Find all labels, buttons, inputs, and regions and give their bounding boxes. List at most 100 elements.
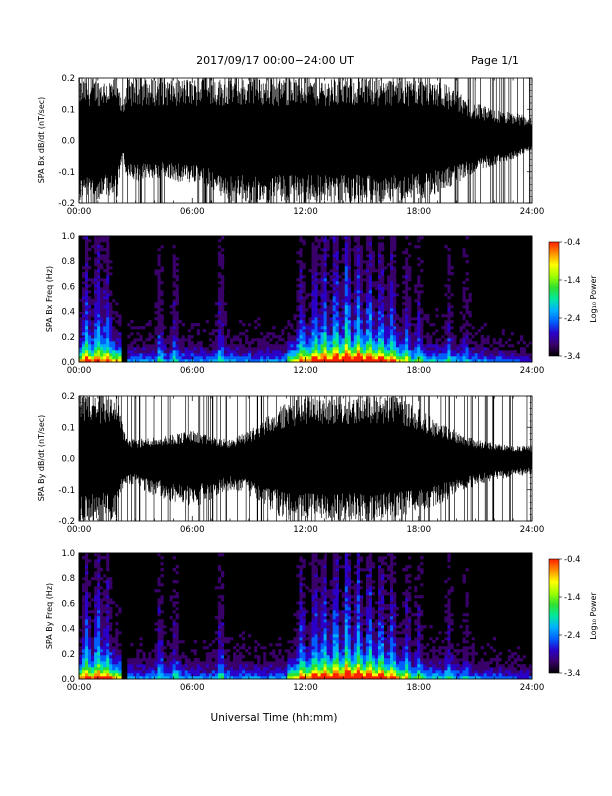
spectrogram-cell: [411, 326, 414, 329]
spectrogram-cell: [94, 577, 97, 580]
spectrogram-cell: [490, 344, 493, 347]
spectrogram-cell: [511, 287, 514, 290]
spectrogram-cell: [457, 347, 460, 350]
spectrogram-cell: [269, 344, 272, 347]
spectrogram-cell: [158, 353, 161, 356]
spectrogram-cell: [151, 344, 154, 347]
spectrogram-cell: [85, 296, 88, 299]
spectrogram-cell: [85, 353, 88, 356]
spectrogram-cell: [118, 275, 121, 278]
spectrogram-cell: [115, 350, 118, 353]
spectrogram-cell: [432, 308, 435, 311]
spectrogram-cell: [360, 296, 363, 299]
spectrogram-cell: [324, 269, 327, 272]
spectrogram-cell: [333, 284, 336, 287]
spectrogram-cell: [408, 344, 411, 347]
spectrogram-cell: [414, 353, 417, 356]
spectrogram-cell: [402, 305, 405, 308]
spectrogram-cell: [161, 314, 164, 317]
spectrogram-cell: [363, 269, 366, 272]
spectrogram-cell: [79, 640, 82, 643]
spectrogram-cell: [227, 335, 230, 338]
spectrogram-cell: [112, 655, 115, 658]
spectrogram-cell: [435, 347, 438, 350]
spectrogram-cell: [115, 655, 118, 658]
spectrogram-cell: [158, 637, 161, 640]
spectrogram-cell: [375, 284, 378, 287]
spectrogram-cell: [148, 661, 151, 664]
spectrogram-cell: [306, 269, 309, 272]
spectrogram-cell: [309, 254, 312, 257]
spectrogram-cell: [460, 335, 463, 338]
spectrogram-cell: [203, 287, 206, 290]
spectrogram-cell: [438, 326, 441, 329]
spectrogram-cell: [381, 266, 384, 269]
spectrogram-cell: [360, 326, 363, 329]
spectrogram-cell: [321, 350, 324, 353]
spectrogram-cell: [82, 248, 85, 251]
spectrogram-cell: [151, 356, 154, 359]
spectrogram-cell: [179, 338, 182, 341]
spectrogram-cell: [463, 350, 466, 353]
spectrogram-cell: [315, 281, 318, 284]
spectrogram-cell: [155, 311, 158, 314]
spectrogram-cell: [357, 251, 360, 254]
spectrogram-cell: [432, 344, 435, 347]
spectrogram-cell: [384, 284, 387, 287]
spectrogram-cell: [221, 353, 224, 356]
spectrogram-cell: [414, 254, 417, 257]
spectrogram-cell: [339, 248, 342, 251]
spectrogram-cell: [148, 353, 151, 356]
y-tick-label: -0.1: [58, 486, 75, 496]
spectrogram-cell: [321, 263, 324, 266]
spectrogram-cell: [490, 338, 493, 341]
spectrogram-cell: [302, 302, 305, 305]
spectrogram-cell: [342, 338, 345, 341]
spectrogram-cell: [130, 571, 133, 574]
spectrogram-cell: [423, 341, 426, 344]
spectrogram-cell: [405, 329, 408, 332]
spectrogram-cell: [94, 239, 97, 242]
spectrogram-cell: [378, 239, 381, 242]
spectrogram-cell: [405, 278, 408, 281]
spectrogram-cell: [227, 332, 230, 335]
spectrogram-cell: [88, 604, 91, 607]
spectrogram-cell: [185, 302, 188, 305]
spectrogram-cell: [312, 263, 315, 266]
spectrogram-cell: [441, 284, 444, 287]
spectrogram-cell: [106, 562, 109, 565]
spectrogram-cell: [218, 251, 221, 254]
spectrogram-cell: [330, 305, 333, 308]
spectrogram-cell: [173, 326, 176, 329]
spectrogram-cell: [215, 320, 218, 323]
spectrogram-cell: [312, 248, 315, 251]
spectrogram-cell: [393, 356, 396, 359]
spectrogram-cell: [194, 332, 197, 335]
spectrogram-cell: [393, 245, 396, 248]
spectrogram-cell: [357, 320, 360, 323]
spectrogram-cell: [526, 341, 529, 344]
spectrogram-cell: [447, 296, 450, 299]
spectrogram-cell: [145, 248, 148, 251]
spectrogram-cell: [260, 296, 263, 299]
spectrogram-cell: [327, 323, 330, 326]
spectrogram-cell: [490, 326, 493, 329]
spectrogram-cell: [472, 353, 475, 356]
spectrogram-cell: [293, 341, 296, 344]
spectrogram-cell: [170, 272, 173, 275]
spectrogram-cell: [312, 239, 315, 242]
spectrogram-cell: [115, 308, 118, 311]
spectrogram-cell: [447, 344, 450, 347]
spectrogram-cell: [281, 311, 284, 314]
spectrogram-cell: [136, 670, 139, 673]
spectrogram-cell: [351, 245, 354, 248]
spectrogram-cell: [302, 287, 305, 290]
spectrogram-cell: [324, 254, 327, 257]
spectrogram-cell: [158, 341, 161, 344]
spectrogram-cell: [91, 341, 94, 344]
spectrogram-cell: [327, 350, 330, 353]
spectrogram-cell: [106, 640, 109, 643]
spectrogram-cell: [251, 350, 254, 353]
spectrogram-cell: [106, 278, 109, 281]
spectrogram-cell: [351, 347, 354, 350]
